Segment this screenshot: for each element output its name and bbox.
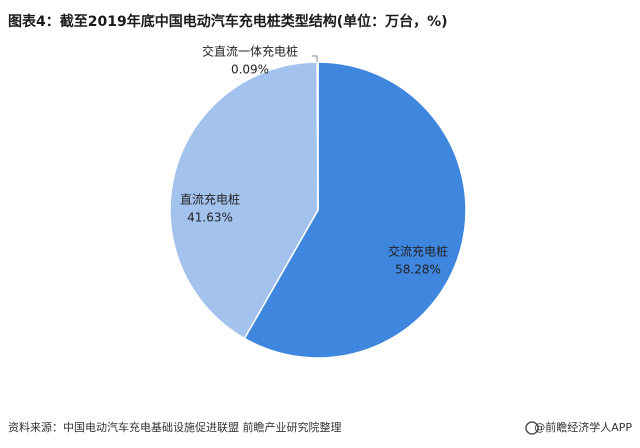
value-label: 58.28% <box>395 263 441 277</box>
leader-line <box>312 55 318 62</box>
value-label: 41.63% <box>187 211 233 225</box>
pie-slice <box>169 61 319 340</box>
slice-label: 直流充电桩 <box>180 192 240 207</box>
pie-slice <box>243 61 467 359</box>
logo-icon <box>525 421 539 435</box>
slice-label: 交直流一体充电桩 <box>202 44 298 59</box>
source-note: 资料来源：中国电动汽车充电基础设施促进联盟 前瞻产业研究院整理 <box>8 420 342 434</box>
slice-label: 交流充电桩 <box>388 244 448 259</box>
credit: @前瞻经济学人APP <box>534 420 632 434</box>
chart-title: 图表4：截至2019年底中国电动汽车充电桩类型结构(单位：万台，%) <box>8 13 448 30</box>
value-label: 0.09% <box>231 63 269 77</box>
pie-slice <box>316 61 319 211</box>
